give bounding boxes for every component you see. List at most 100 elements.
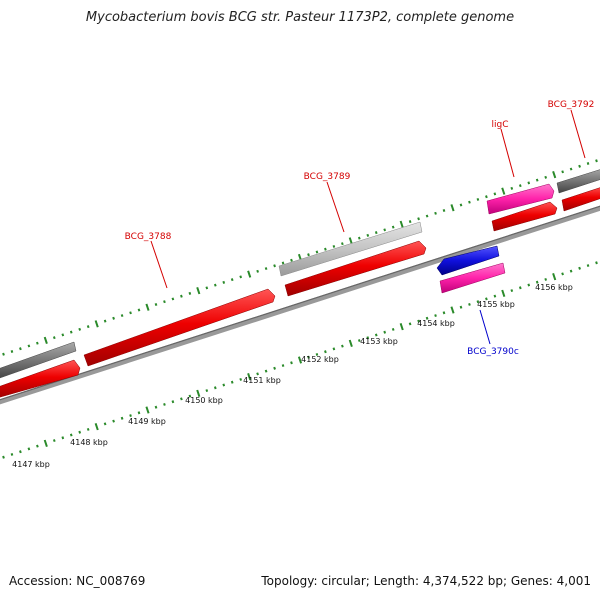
minor-tick bbox=[476, 300, 480, 304]
gene-label-bcg-3790c[interactable]: BCG_3790c bbox=[467, 347, 519, 357]
minor-tick bbox=[468, 303, 471, 306]
genome-backbone-edge bbox=[0, 205, 600, 401]
rna-feature-bcg-3790c[interactable] bbox=[439, 262, 506, 294]
accession-text: Accession: NC_008769 bbox=[9, 574, 146, 588]
minor-tick bbox=[341, 344, 344, 348]
scale-label: 4148 kbp bbox=[70, 438, 108, 447]
minor-tick bbox=[137, 308, 141, 312]
major-tick bbox=[247, 372, 252, 381]
minor-tick bbox=[52, 336, 56, 340]
major-tick bbox=[196, 286, 201, 295]
minor-tick bbox=[544, 175, 548, 179]
minor-tick bbox=[10, 453, 14, 456]
minor-tick bbox=[36, 341, 39, 345]
minor-tick bbox=[78, 327, 82, 331]
minor-tick bbox=[315, 353, 319, 356]
minor-tick bbox=[230, 278, 234, 282]
minor-tick bbox=[408, 220, 412, 224]
major-tick bbox=[348, 339, 353, 348]
minor-tick bbox=[586, 162, 590, 165]
minor-tick bbox=[239, 275, 243, 279]
minor-tick bbox=[137, 411, 141, 415]
minor-tick bbox=[391, 225, 395, 229]
minor-tick bbox=[222, 280, 226, 284]
minor-tick bbox=[341, 242, 344, 246]
minor-tick bbox=[578, 164, 581, 168]
minor-tick bbox=[78, 430, 82, 434]
minor-tick bbox=[27, 447, 31, 451]
minor-tick bbox=[180, 397, 183, 401]
minor-tick bbox=[476, 197, 480, 201]
minor-tick bbox=[383, 228, 387, 232]
minor-tick bbox=[19, 347, 22, 351]
reverse-cds-feature-bcg-3790c[interactable] bbox=[436, 245, 500, 276]
cds-feature-ligc[interactable] bbox=[491, 201, 558, 232]
minor-tick bbox=[595, 261, 598, 265]
major-tick bbox=[552, 272, 557, 281]
minor-tick bbox=[86, 427, 90, 431]
gene-label-bcg-3789[interactable]: BCG_3789 bbox=[304, 172, 351, 182]
minor-tick bbox=[366, 233, 370, 237]
minor-tick bbox=[485, 195, 488, 199]
pseudo-gene-feature[interactable] bbox=[278, 221, 423, 277]
major-tick bbox=[196, 389, 201, 398]
gene-label-bcg-3792[interactable]: BCG_3792 bbox=[548, 100, 595, 110]
minor-tick bbox=[307, 355, 310, 359]
major-tick bbox=[552, 170, 557, 179]
minor-tick bbox=[188, 291, 192, 295]
minor-tick bbox=[434, 211, 437, 215]
gene-label-ligc[interactable]: ligC bbox=[492, 120, 509, 130]
gene-feature[interactable] bbox=[0, 341, 77, 379]
gene-feature[interactable] bbox=[556, 168, 600, 194]
rna-feature-ligc[interactable] bbox=[486, 183, 555, 215]
minor-tick bbox=[171, 297, 175, 301]
minor-tick bbox=[180, 294, 183, 298]
minor-tick bbox=[103, 422, 107, 426]
callout-line bbox=[500, 128, 515, 178]
minor-tick bbox=[281, 261, 285, 265]
minor-tick bbox=[290, 258, 293, 262]
minor-tick bbox=[374, 231, 378, 235]
minor-tick bbox=[357, 339, 361, 343]
minor-tick bbox=[383, 330, 387, 334]
callout-line bbox=[479, 309, 491, 345]
minor-tick bbox=[586, 264, 590, 267]
minor-tick bbox=[273, 264, 276, 268]
gene-label-bcg-3788[interactable]: BCG_3788 bbox=[125, 232, 172, 242]
minor-tick bbox=[188, 394, 192, 398]
minor-tick bbox=[510, 186, 514, 190]
minor-tick bbox=[19, 450, 22, 454]
minor-tick bbox=[442, 208, 446, 213]
cds-feature-bcg-3788[interactable] bbox=[83, 288, 276, 367]
cds-feature[interactable] bbox=[0, 359, 81, 398]
minor-tick bbox=[52, 439, 56, 443]
minor-tick bbox=[493, 294, 497, 298]
minor-tick bbox=[86, 325, 90, 329]
minor-tick bbox=[36, 444, 39, 448]
minor-tick bbox=[264, 369, 268, 373]
minor-tick bbox=[2, 352, 5, 356]
minor-tick bbox=[256, 269, 259, 273]
outer-tick-track bbox=[2, 159, 598, 356]
minor-tick bbox=[154, 405, 158, 409]
minor-tick bbox=[391, 327, 395, 331]
minor-tick bbox=[154, 302, 158, 307]
scale-label: 4154 kbp bbox=[417, 319, 455, 328]
minor-tick bbox=[561, 170, 564, 174]
minor-tick bbox=[10, 350, 14, 353]
scale-label: 4149 kbp bbox=[128, 417, 166, 426]
minor-tick bbox=[112, 316, 115, 320]
minor-tick bbox=[485, 297, 488, 301]
genome-summary-text: Topology: circular; Length: 4,374,522 bp… bbox=[261, 574, 591, 588]
minor-tick bbox=[273, 366, 276, 370]
scale-label: 4147 kbp bbox=[12, 460, 50, 469]
minor-tick bbox=[163, 300, 166, 304]
callout-line bbox=[326, 181, 345, 233]
minor-tick bbox=[61, 333, 65, 337]
callout-line bbox=[570, 109, 586, 159]
cds-feature-bcg-3789[interactable] bbox=[284, 240, 427, 297]
cds-feature-bcg-3792[interactable] bbox=[561, 186, 600, 212]
minor-tick bbox=[171, 400, 175, 404]
major-tick bbox=[501, 289, 506, 298]
scale-label: 4155 kbp bbox=[477, 300, 515, 309]
